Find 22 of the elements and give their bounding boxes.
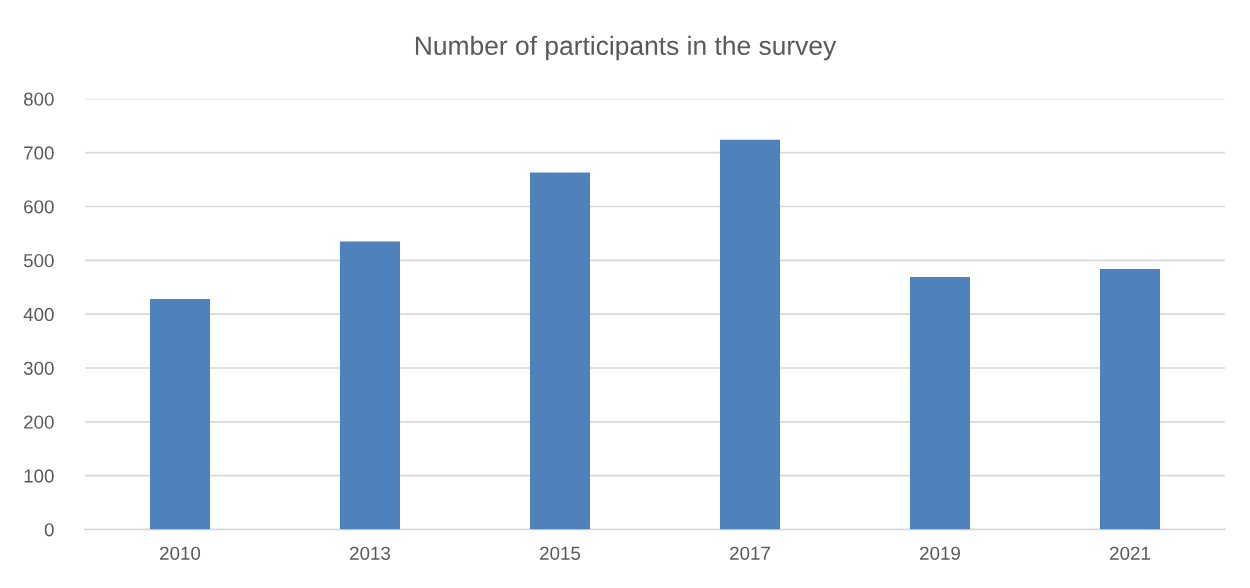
x-tick-label: 2019 bbox=[920, 546, 960, 560]
x-tick-label: 2010 bbox=[160, 546, 201, 560]
x-tick-label: 2021 bbox=[1110, 546, 1150, 560]
bar bbox=[1099, 268, 1161, 530]
y-tick-label: 400 bbox=[23, 307, 54, 322]
y-tick-label: 800 bbox=[23, 92, 54, 106]
chart-title: Number of participants in the survey bbox=[415, 35, 837, 61]
bar bbox=[909, 276, 971, 530]
y-tick-label: 700 bbox=[24, 146, 54, 160]
y-tick-label: 300 bbox=[23, 361, 54, 375]
bar bbox=[339, 241, 401, 530]
y-tick-label: 100 bbox=[24, 469, 54, 483]
x-tick-label: 2015 bbox=[540, 546, 581, 560]
x-tick-label: 2013 bbox=[350, 546, 391, 560]
y-tick-label: 600 bbox=[24, 200, 54, 214]
bar bbox=[529, 172, 591, 530]
y-tick-label: 200 bbox=[24, 415, 54, 429]
y-tick-label: 500 bbox=[23, 254, 54, 268]
y-tick-label: 0 bbox=[44, 523, 54, 537]
bar bbox=[149, 299, 211, 530]
bar bbox=[719, 139, 781, 530]
x-tick-label: 2017 bbox=[730, 546, 770, 560]
